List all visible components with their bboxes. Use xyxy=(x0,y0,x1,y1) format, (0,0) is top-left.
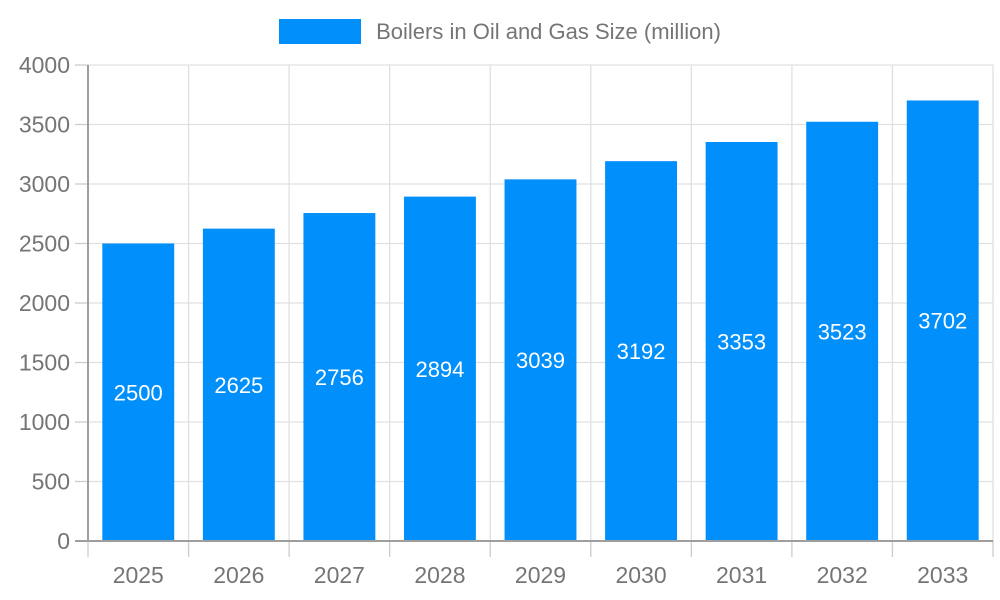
bar[interactable] xyxy=(202,228,275,541)
bar-value-label: 2756 xyxy=(315,365,364,390)
y-axis-tick-label: 2500 xyxy=(19,231,70,257)
legend[interactable]: Boilers in Oil and Gas Size (million) xyxy=(0,19,1000,44)
bar[interactable] xyxy=(403,196,476,541)
bar-value-label: 3192 xyxy=(617,339,666,364)
y-axis-tick-label: 500 xyxy=(32,469,70,495)
x-axis-tick-label: 2029 xyxy=(515,562,566,588)
x-axis-tick-label: 2027 xyxy=(314,562,365,588)
bar-value-label: 2894 xyxy=(415,357,464,382)
x-axis-tick-label: 2026 xyxy=(213,562,264,588)
bar-value-label: 3353 xyxy=(717,329,766,354)
x-axis-tick-label: 2031 xyxy=(716,562,767,588)
bar[interactable] xyxy=(605,161,678,542)
legend-swatch-icon xyxy=(279,19,362,44)
y-axis-tick-label: 1500 xyxy=(19,350,70,376)
bar[interactable] xyxy=(705,141,778,542)
y-axis-tick-label: 0 xyxy=(57,528,70,554)
y-axis-tick-label: 3000 xyxy=(19,171,70,197)
legend-series-label: Boilers in Oil and Gas Size (million) xyxy=(376,19,721,44)
bar[interactable] xyxy=(806,121,879,541)
bar-value-label: 3039 xyxy=(516,348,565,373)
y-axis-tick-label: 1000 xyxy=(19,409,70,435)
y-axis-tick-label: 4000 xyxy=(19,52,70,78)
bar[interactable] xyxy=(906,100,979,541)
bar[interactable] xyxy=(504,179,577,541)
x-axis-tick-label: 2033 xyxy=(917,562,968,588)
bar-value-label: 3702 xyxy=(918,309,967,334)
bar-value-label: 2500 xyxy=(114,380,163,405)
bar[interactable] xyxy=(102,243,175,542)
x-axis-tick-label: 2030 xyxy=(615,562,666,588)
y-axis-tick-label: 2000 xyxy=(19,290,70,316)
bar[interactable] xyxy=(303,213,376,541)
bar-value-label: 2625 xyxy=(214,373,263,398)
x-axis-tick-label: 2025 xyxy=(113,562,164,588)
bar-value-label: 3523 xyxy=(818,319,867,344)
y-axis-tick-label: 3500 xyxy=(19,112,70,138)
x-axis-tick-label: 2032 xyxy=(817,562,868,588)
x-axis-tick-label: 2028 xyxy=(414,562,465,588)
